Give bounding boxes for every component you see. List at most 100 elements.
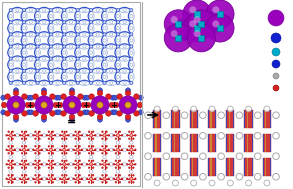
Bar (226, 110, 234, 128)
Circle shape (110, 45, 113, 48)
Circle shape (23, 51, 26, 54)
Circle shape (83, 69, 86, 72)
Circle shape (21, 160, 23, 162)
Circle shape (79, 138, 81, 140)
Circle shape (56, 148, 59, 152)
Circle shape (76, 69, 79, 72)
Circle shape (100, 134, 101, 136)
Circle shape (56, 81, 59, 84)
Circle shape (42, 69, 46, 72)
Circle shape (33, 94, 38, 99)
Circle shape (115, 167, 117, 169)
Circle shape (86, 134, 88, 136)
Circle shape (115, 145, 117, 147)
Circle shape (25, 102, 31, 108)
Circle shape (6, 178, 8, 180)
Circle shape (90, 69, 93, 72)
Circle shape (25, 160, 27, 162)
Circle shape (96, 57, 99, 60)
Bar (226, 158, 234, 176)
Circle shape (65, 145, 67, 147)
Circle shape (39, 131, 40, 133)
Circle shape (116, 134, 120, 137)
Circle shape (76, 63, 79, 66)
Circle shape (61, 111, 67, 116)
Circle shape (56, 163, 59, 166)
Bar (244, 134, 246, 152)
Circle shape (42, 45, 46, 48)
Text: +: + (110, 101, 117, 109)
Circle shape (33, 178, 34, 180)
Circle shape (113, 178, 115, 180)
Circle shape (6, 134, 8, 136)
Circle shape (130, 81, 133, 84)
Circle shape (52, 167, 54, 169)
Circle shape (65, 131, 67, 133)
Circle shape (46, 134, 48, 136)
Circle shape (254, 174, 261, 180)
Circle shape (103, 45, 106, 48)
Circle shape (42, 81, 46, 84)
Circle shape (49, 141, 53, 144)
Circle shape (49, 27, 52, 30)
Circle shape (69, 133, 73, 137)
Circle shape (132, 131, 134, 133)
Circle shape (42, 117, 47, 122)
Circle shape (116, 57, 120, 60)
Circle shape (96, 9, 99, 12)
Circle shape (103, 27, 106, 30)
Circle shape (49, 148, 52, 151)
Circle shape (61, 131, 63, 133)
Circle shape (76, 177, 79, 180)
Bar (217, 25, 223, 31)
Circle shape (49, 155, 53, 159)
Circle shape (103, 57, 106, 60)
Circle shape (96, 33, 99, 36)
Circle shape (113, 110, 118, 115)
Circle shape (126, 134, 128, 136)
Circle shape (103, 148, 106, 151)
Circle shape (42, 133, 46, 137)
Circle shape (154, 106, 160, 112)
Circle shape (273, 174, 279, 180)
Circle shape (65, 181, 67, 183)
Circle shape (273, 132, 279, 139)
Circle shape (119, 167, 121, 169)
Circle shape (105, 160, 108, 162)
Bar (215, 158, 216, 176)
Circle shape (103, 81, 106, 84)
Circle shape (103, 155, 106, 159)
Circle shape (54, 178, 56, 180)
Circle shape (41, 90, 47, 96)
Circle shape (200, 112, 206, 119)
Circle shape (46, 149, 48, 151)
Bar (210, 134, 212, 152)
Circle shape (23, 75, 26, 78)
Circle shape (9, 39, 12, 42)
Circle shape (218, 153, 224, 160)
Circle shape (100, 178, 101, 180)
Bar (263, 158, 264, 176)
Circle shape (12, 167, 14, 169)
Circle shape (90, 33, 93, 36)
Circle shape (126, 163, 128, 165)
Circle shape (73, 163, 75, 165)
Circle shape (56, 177, 59, 180)
Circle shape (134, 149, 136, 151)
Circle shape (35, 181, 36, 183)
Circle shape (116, 69, 120, 72)
Circle shape (79, 152, 81, 154)
Circle shape (119, 152, 121, 154)
Circle shape (36, 33, 39, 36)
Circle shape (73, 134, 75, 136)
Circle shape (29, 148, 33, 152)
Circle shape (63, 81, 66, 84)
Circle shape (35, 131, 36, 133)
Circle shape (123, 69, 126, 72)
Circle shape (183, 0, 211, 28)
Circle shape (98, 88, 103, 93)
Circle shape (130, 148, 133, 151)
Bar (247, 134, 248, 152)
Circle shape (49, 177, 52, 180)
Bar (197, 110, 198, 128)
